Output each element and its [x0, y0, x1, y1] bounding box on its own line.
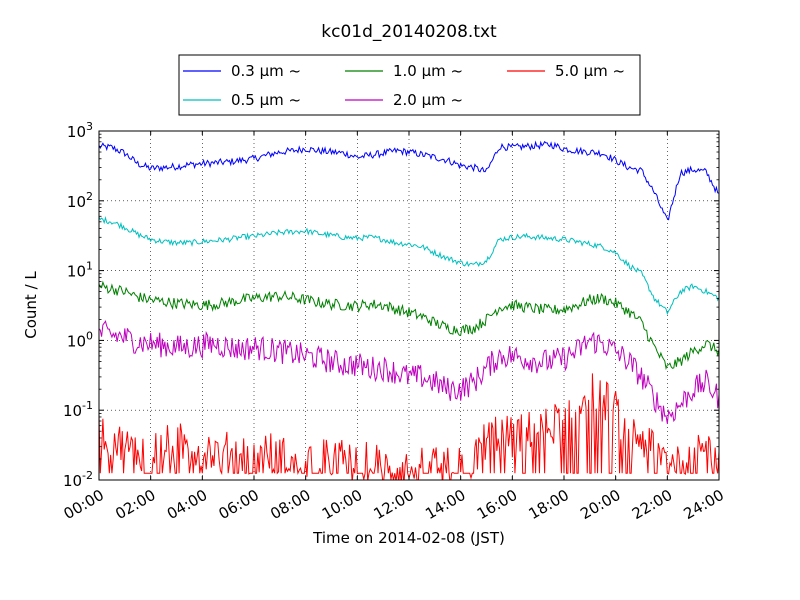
legend-label-2-0-um: 2.0 μm ~: [393, 91, 463, 109]
x-tick-label: 20:00: [577, 486, 623, 523]
grid: [99, 131, 719, 480]
x-tick-label: 14:00: [422, 486, 468, 523]
series-line-5-0-um: [99, 373, 719, 480]
legend-label-0-3-um: 0.3 μm ~: [231, 62, 301, 80]
series-line-1-0-um: [99, 280, 719, 371]
x-tick-label: 18:00: [526, 486, 572, 523]
y-tick-label: 10-2: [63, 469, 93, 490]
y-tick-label: 102: [67, 190, 93, 211]
y-tick-label: 103: [67, 120, 93, 141]
legend-label-5-0-um: 5.0 μm ~: [555, 62, 625, 80]
x-tick-label: 16:00: [474, 486, 520, 523]
x-tick-label: 10:00: [319, 486, 365, 523]
x-tick-label: 12:00: [371, 486, 417, 523]
chart-title: kc01d_20140208.txt: [321, 22, 497, 42]
legend-label-0-5-um: 0.5 μm ~: [231, 91, 301, 109]
y-axis-label: Count / L: [22, 271, 40, 339]
x-tick-label: 04:00: [164, 486, 210, 523]
x-tick-label: 22:00: [629, 486, 675, 523]
x-axis-label: Time on 2014-02-08 (JST): [312, 529, 505, 547]
legend: 0.3 μm ~ 0.5 μm ~ 1.0 μm ~ 2.0 μm ~ 5.0 μm ~: [178, 54, 641, 116]
legend-box: [178, 54, 641, 116]
legend-label-1-0-um: 1.0 μm ~: [393, 62, 463, 80]
x-tick-label: 00:00: [61, 486, 107, 523]
series-line-0-5-um: [99, 216, 719, 316]
series-layer: [99, 140, 719, 480]
y-tick-label: 100: [67, 329, 93, 350]
x-tick-labels: 00:00 02:00 04:00 06:00 08:00 10:00 12:00 14:00…: [61, 486, 727, 523]
x-tick-label: 24:00: [681, 486, 727, 523]
series-line-0-3-um: [99, 140, 719, 221]
y-tick-labels: 10-2 10-1 100 101 102 103: [63, 120, 93, 490]
series-line-2-0-um: [99, 320, 719, 424]
x-tick-label: 08:00: [267, 486, 313, 523]
y-tick-label: 10-1: [63, 399, 93, 420]
y-tick-label: 101: [67, 260, 93, 281]
x-tick-label: 02:00: [112, 486, 158, 523]
x-tick-label: 06:00: [216, 486, 262, 523]
axis-ticks: [98, 130, 720, 481]
